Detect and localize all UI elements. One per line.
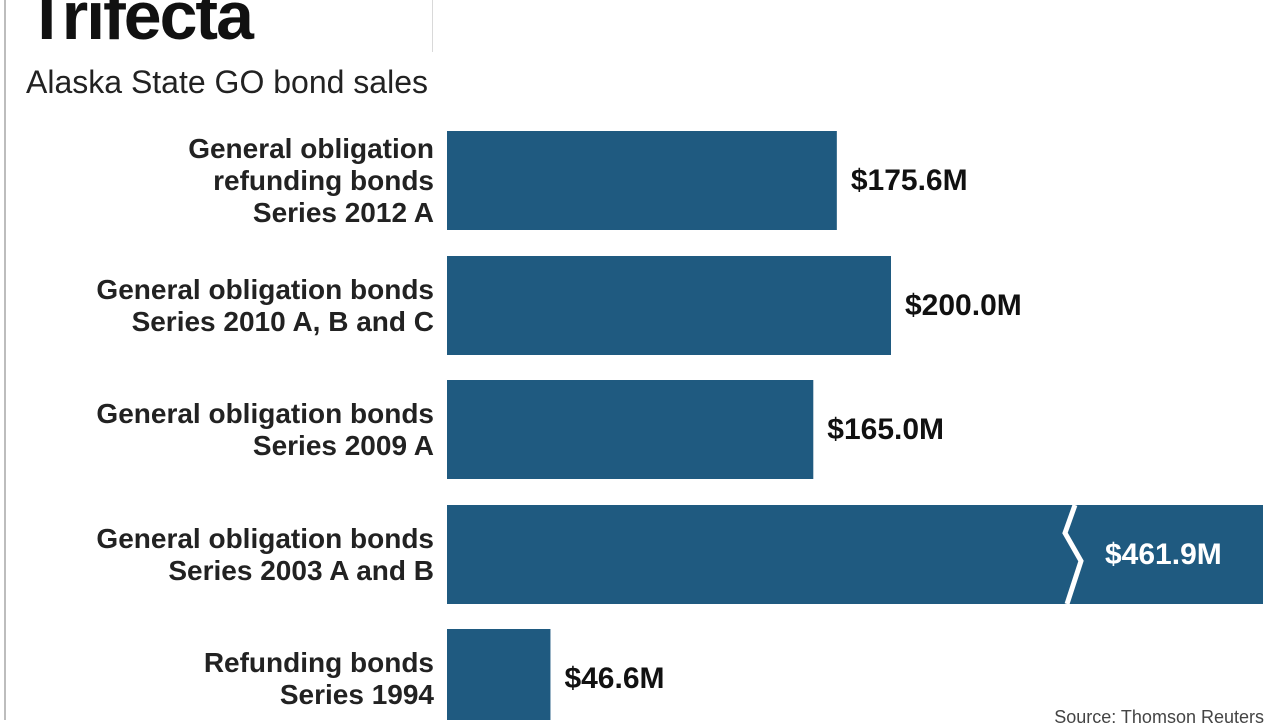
category-label: General obligation bonds Series 2009 A: [96, 397, 434, 461]
bar: [447, 505, 1263, 604]
source-note: Source: Thomson Reuters: [1054, 707, 1264, 727]
value-label: $461.9M: [1105, 537, 1222, 571]
chart-title: Trifecta: [26, 0, 254, 54]
category-label: General obligation bonds Series 2003 A a…: [96, 522, 434, 586]
value-label: $175.6M: [850, 163, 968, 197]
chart-subtitle: Alaska State GO bond sales: [26, 64, 428, 100]
category-label: Refunding bonds Series 1994: [203, 646, 434, 710]
frame-rule: [432, 0, 433, 52]
bar: [447, 629, 551, 720]
value-label: $200.0M: [905, 288, 1022, 322]
value-label: $165.0M: [827, 412, 945, 446]
axis-break-mark: [1062, 504, 1084, 605]
bar: [447, 131, 837, 230]
category-label: General obligation refunding bonds Serie…: [188, 132, 434, 228]
category-label: General obligation bonds Series 2010 A, …: [96, 273, 434, 337]
frame-border: [4, 0, 6, 720]
value-label: $46.6M: [564, 661, 665, 695]
bar: [447, 256, 891, 355]
bar: [447, 380, 814, 479]
